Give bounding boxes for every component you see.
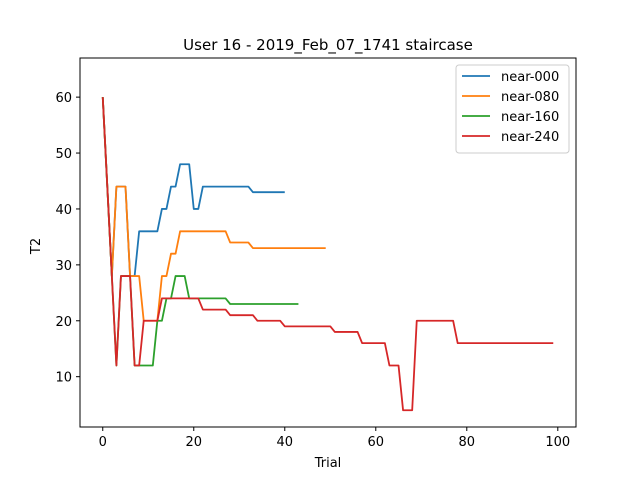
legend-box <box>455 64 570 154</box>
x-tick-label: 80 <box>459 435 476 450</box>
legend-entry-near-160: near-160 <box>501 110 559 125</box>
x-tick-label: 20 <box>185 435 202 450</box>
series-line-near-240 <box>101 97 554 412</box>
plot-area: 0 20 40 60 80 100 10 20 30 40 50 60 near-000 near-080… <box>55 57 577 450</box>
x-tick-label: 100 <box>545 435 570 450</box>
series-line-near-080 <box>101 97 326 322</box>
legend-entry-near-240: near-240 <box>501 130 559 145</box>
x-tick-label: 0 <box>99 435 107 450</box>
y-axis-label: T2 <box>29 238 44 255</box>
y-tick-label: 30 <box>55 259 72 274</box>
y-tick-label: 10 <box>55 371 72 386</box>
x-tick-label: 60 <box>368 435 385 450</box>
axes-frame <box>79 57 577 428</box>
y-tick-label: 60 <box>55 91 72 106</box>
x-tick-label: 40 <box>276 435 293 450</box>
legend-entry-near-000: near-000 <box>501 70 559 85</box>
y-tick-label: 40 <box>55 203 72 218</box>
y-tick-label: 20 <box>55 315 72 330</box>
chart-title: User 16 - 2019_Feb_07_1741 staircase <box>183 36 473 55</box>
x-axis-label: Trial <box>314 456 342 471</box>
y-tick-label: 50 <box>55 147 72 162</box>
legend-entry-near-080: near-080 <box>501 90 559 105</box>
